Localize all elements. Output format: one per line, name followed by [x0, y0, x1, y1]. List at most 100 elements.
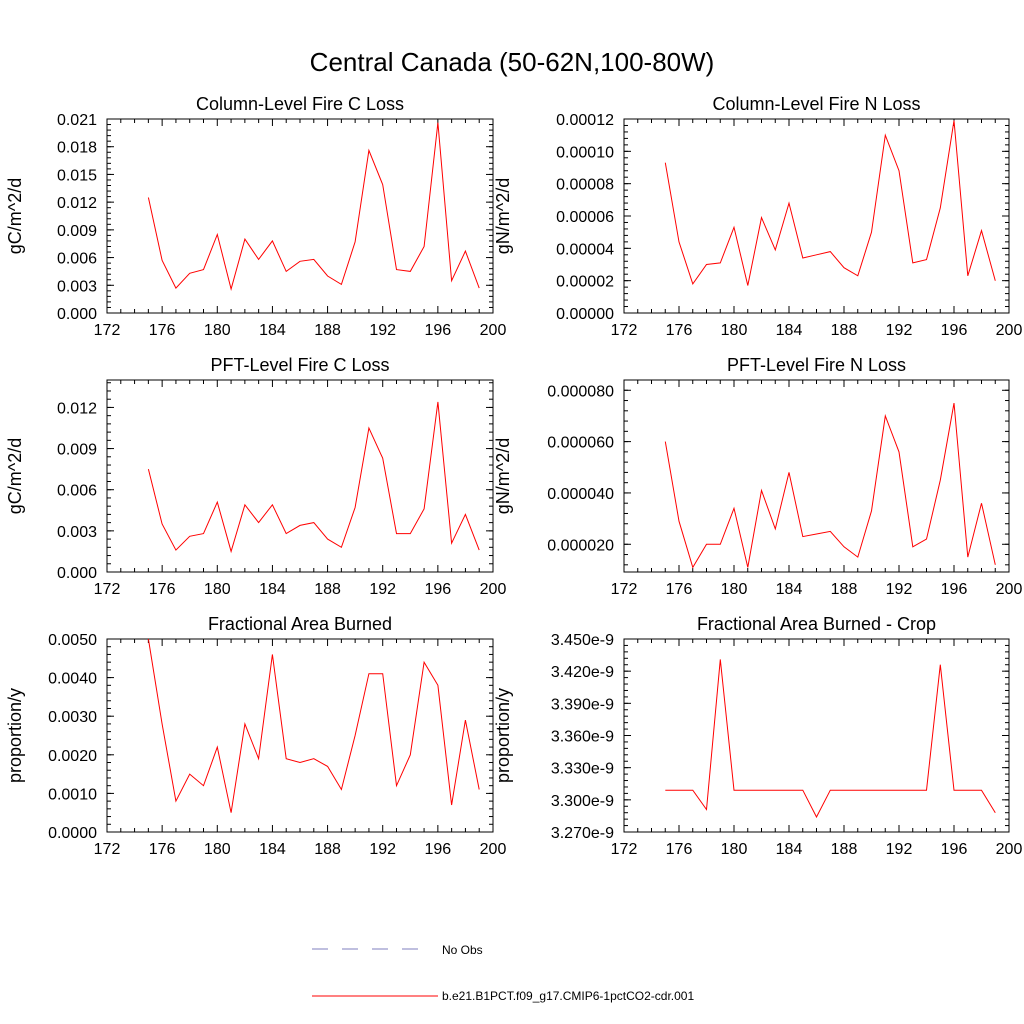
x-tick-label: 184: [259, 841, 286, 858]
y-tick-label: 0.00010: [556, 144, 614, 161]
x-tick-label: 200: [480, 841, 507, 858]
x-tick-label: 196: [941, 841, 968, 858]
y-tick-label: 3.360e-9: [551, 729, 614, 746]
x-tick-label: 196: [425, 581, 452, 598]
x-tick-label: 192: [886, 581, 913, 598]
panel-title: Column-Level Fire N Loss: [712, 94, 920, 114]
chart-panel-5: Fractional Area Burned 172 176 180 184 188 192…: [5, 614, 506, 858]
x-tick-label: 184: [776, 322, 803, 339]
x-tick-label: 176: [666, 581, 693, 598]
plot-frame: [623, 379, 1010, 573]
x-tick-label: 180: [204, 581, 231, 598]
y-tick-label: 0.000020: [547, 537, 614, 554]
y-axis-label: gC/m^2/d: [5, 178, 25, 254]
x-tick-label: 180: [721, 581, 748, 598]
panel-title: PFT-Level Fire C Loss: [210, 355, 389, 375]
y-tick-label: 3.390e-9: [551, 696, 614, 713]
legend-label-model: b.e21.B1PCT.f09_g17.CMIP6-1pctCO2-cdr.00…: [442, 989, 694, 1003]
x-tick-label: 192: [369, 581, 396, 598]
y-tick-label: 0.0000: [48, 825, 97, 842]
x-tick-label: 184: [259, 322, 286, 339]
x-tick-label: 172: [94, 322, 121, 339]
y-tick-label: 0.00006: [556, 209, 614, 226]
x-tick-label: 172: [611, 322, 638, 339]
y-tick-label: 0.009: [57, 223, 97, 240]
x-tick-label: 176: [666, 841, 693, 858]
chart-panel-4: PFT-Level Fire N Loss 172 176 180 184 188 192 1…: [493, 355, 1022, 598]
y-tick-label: 0.021: [57, 112, 97, 129]
x-tick-label: 192: [369, 841, 396, 858]
y-tick-label: 0.000: [57, 565, 97, 582]
y-tick-label: 0.009: [57, 442, 97, 459]
x-tick-label: 184: [776, 841, 803, 858]
x-tick-label: 188: [314, 581, 341, 598]
x-tick-label: 196: [425, 841, 452, 858]
series-line: [147, 122, 480, 291]
x-tick-label: 196: [941, 322, 968, 339]
panels: Column-Level Fire C Loss 172 176 180 184 188 1…: [5, 94, 1022, 858]
series-line: [664, 120, 996, 286]
y-tick-label: 0.0020: [48, 748, 97, 765]
x-tick-label: 180: [204, 322, 231, 339]
y-axis-label: gN/m^2/d: [493, 438, 513, 514]
x-tick-label: 176: [149, 322, 176, 339]
x-tick-label: 176: [666, 322, 693, 339]
y-tick-label: 0.018: [57, 140, 97, 157]
plot-frame: [106, 379, 494, 573]
y-axis-label: proportion/y: [5, 688, 25, 783]
x-tick-label: 188: [831, 322, 858, 339]
y-tick-label: 3.420e-9: [551, 664, 614, 681]
x-tick-label: 196: [941, 581, 968, 598]
x-tick-label: 176: [149, 841, 176, 858]
x-tick-label: 188: [314, 322, 341, 339]
y-tick-label: 0.003: [57, 524, 97, 541]
series-line: [147, 638, 480, 813]
y-tick-label: 3.330e-9: [551, 761, 614, 778]
y-tick-label: 3.270e-9: [551, 825, 614, 842]
y-tick-label: 3.450e-9: [551, 632, 614, 649]
series-line: [665, 659, 996, 819]
x-tick-label: 192: [886, 841, 913, 858]
y-tick-label: 3.300e-9: [551, 793, 614, 810]
x-tick-label: 176: [149, 581, 176, 598]
x-tick-label: 188: [314, 841, 341, 858]
x-tick-label: 200: [480, 322, 507, 339]
figure-title: Central Canada (50-62N,100-80W): [310, 47, 715, 77]
panel-title: Fractional Area Burned: [208, 614, 392, 634]
plot-frame: [623, 118, 1010, 314]
x-tick-label: 192: [369, 322, 396, 339]
y-axis-label: proportion/y: [493, 688, 513, 783]
y-tick-label: 0.00000: [556, 306, 614, 323]
plot-frame: [623, 638, 1010, 833]
legend: No Obs b.e21.B1PCT.f09_g17.CMIP6-1pctCO2…: [312, 943, 694, 1003]
y-tick-label: 0.012: [57, 195, 97, 212]
legend-label-no-obs: No Obs: [442, 943, 483, 957]
panel-title: Fractional Area Burned - Crop: [697, 614, 936, 634]
x-tick-label: 196: [425, 322, 452, 339]
plot-frame: [106, 638, 494, 833]
x-tick-label: 180: [721, 841, 748, 858]
y-axis-label: gN/m^2/d: [493, 178, 513, 254]
chart-panel-6: Fractional Area Burned - Crop 172 176 180 18…: [493, 614, 1022, 858]
y-tick-label: 0.000080: [547, 383, 614, 400]
y-tick-label: 0.000040: [547, 486, 614, 503]
x-tick-label: 180: [204, 841, 231, 858]
x-tick-label: 172: [611, 841, 638, 858]
series-line: [664, 403, 996, 569]
x-tick-label: 188: [831, 841, 858, 858]
x-tick-label: 200: [996, 581, 1023, 598]
y-tick-label: 0.012: [57, 400, 97, 417]
x-tick-label: 184: [776, 581, 803, 598]
y-tick-label: 0.0040: [48, 671, 97, 688]
chart-panel-2: Column-Level Fire N Loss 172 176 180 184 188 1…: [493, 94, 1022, 339]
x-tick-label: 200: [480, 581, 507, 598]
y-tick-label: 0.015: [57, 167, 97, 184]
y-tick-label: 0.00004: [556, 241, 614, 258]
y-tick-label: 0.00012: [556, 112, 614, 129]
x-tick-label: 188: [831, 581, 858, 598]
panel-title: PFT-Level Fire N Loss: [727, 355, 906, 375]
y-tick-label: 0.0050: [48, 632, 97, 649]
y-tick-label: 0.003: [57, 278, 97, 295]
x-tick-label: 172: [94, 581, 121, 598]
